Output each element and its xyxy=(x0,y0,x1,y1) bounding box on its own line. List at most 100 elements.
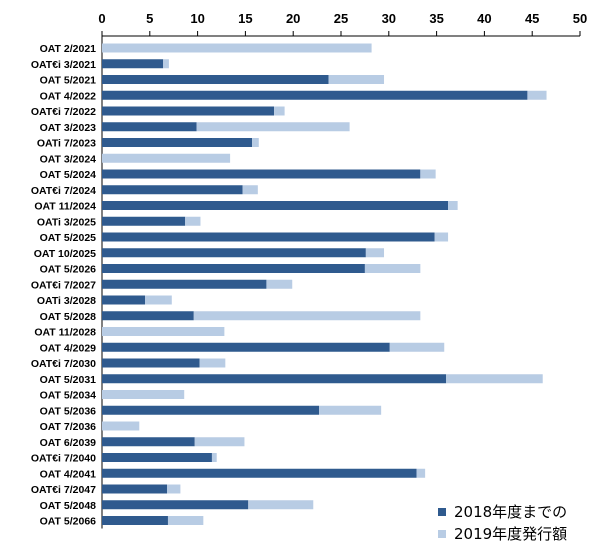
category-label: OAT 5/2066 xyxy=(40,516,97,528)
bar-segment-through-2018 xyxy=(102,311,194,321)
category-label: OATi 3/2028 xyxy=(37,295,96,307)
x-tick-label: 50 xyxy=(573,11,587,26)
bar-segment-issued-2019 xyxy=(446,374,543,384)
bar-segment-issued-2019 xyxy=(185,216,201,226)
bar-segment-through-2018 xyxy=(102,216,186,226)
bar-segment-issued-2019 xyxy=(319,405,382,415)
x-tick-label: 5 xyxy=(146,11,153,26)
category-label: OATi 7/2023 xyxy=(37,138,96,150)
bar-segment-through-2018 xyxy=(102,295,146,305)
bar-segment-issued-2019 xyxy=(167,516,204,525)
bar-segment-issued-2019 xyxy=(527,90,547,100)
bar-segment-issued-2019 xyxy=(389,342,445,352)
bar-segment-issued-2019 xyxy=(102,327,225,336)
category-label: OAT 2/2021 xyxy=(40,43,97,55)
bar-segment-through-2018 xyxy=(102,75,329,84)
legend-label: 2018年度までの xyxy=(454,503,567,521)
category-label: OAT 5/2024 xyxy=(40,169,97,181)
category-label: OAT 4/2041 xyxy=(40,468,97,480)
category-label: OAT 11/2028 xyxy=(34,327,96,339)
category-label: OAT 10/2025 xyxy=(34,248,96,260)
legend: 2018年度までの 2019年度発行額 xyxy=(438,503,567,543)
legend-label: 2019年度発行額 xyxy=(454,525,567,543)
x-axis: 0 5 10 15 20 25 30 35 40 45 50 xyxy=(98,11,587,37)
x-tick-label: 45 xyxy=(525,11,539,26)
legend-swatch xyxy=(438,508,446,516)
bar-segment-through-2018 xyxy=(102,437,195,447)
category-label: OAT 5/2021 xyxy=(40,75,97,87)
category-label: OAT 5/2025 xyxy=(40,232,97,244)
category-label: OAT 4/2022 xyxy=(40,90,97,102)
bar-segment-through-2018 xyxy=(102,358,200,368)
y-axis: OAT 2/2021 OAT€i 3/2021 OAT 5/2021 OAT 4/20… xyxy=(31,36,103,529)
bar-segment-through-2018 xyxy=(102,122,197,132)
x-tick-label: 25 xyxy=(334,11,348,26)
bars-group xyxy=(102,43,547,525)
bar-segment-issued-2019 xyxy=(248,500,314,510)
category-label: OAT 5/2048 xyxy=(40,500,97,512)
category-label: OAT 4/2029 xyxy=(40,342,97,354)
category-label: OAT 5/2026 xyxy=(40,264,97,276)
category-label: OAT 6/2039 xyxy=(40,437,97,449)
category-label: OAT 11/2024 xyxy=(34,201,96,213)
bar-segment-through-2018 xyxy=(102,90,528,100)
x-tick-label: 40 xyxy=(477,11,491,26)
bar-segment-through-2018 xyxy=(102,405,320,415)
bar-segment-issued-2019 xyxy=(102,390,185,399)
category-label: OAT 3/2024 xyxy=(40,153,97,165)
bar-segment-issued-2019 xyxy=(102,43,372,53)
bar-segment-through-2018 xyxy=(102,500,249,510)
category-label: OATi 3/2025 xyxy=(37,216,96,228)
bar-segment-issued-2019 xyxy=(252,138,259,147)
bar-segment-issued-2019 xyxy=(365,248,385,258)
bar-segment-issued-2019 xyxy=(266,279,293,289)
category-label: OAT€i 7/2027 xyxy=(31,279,96,291)
x-tick-label: 35 xyxy=(429,11,443,26)
bar-segment-issued-2019 xyxy=(196,122,350,132)
bar-segment-issued-2019 xyxy=(163,59,169,69)
x-tick-label: 15 xyxy=(238,11,252,26)
bar-segment-through-2018 xyxy=(102,59,164,69)
bar-segment-issued-2019 xyxy=(242,185,258,195)
bar-segment-issued-2019 xyxy=(102,153,231,163)
bar-segment-through-2018 xyxy=(102,185,243,195)
bar-segment-through-2018 xyxy=(102,169,421,179)
bar-segment-through-2018 xyxy=(102,374,447,384)
bar-segment-issued-2019 xyxy=(145,295,172,305)
bar-segment-through-2018 xyxy=(102,232,435,242)
category-label: OAT 5/2028 xyxy=(40,311,97,323)
bar-segment-through-2018 xyxy=(102,468,417,478)
bar-segment-through-2018 xyxy=(102,342,390,352)
bar-segment-issued-2019 xyxy=(194,437,245,447)
category-label: OAT€i 7/2022 xyxy=(31,106,96,118)
category-label: OAT 5/2034 xyxy=(40,390,97,402)
bar-segment-through-2018 xyxy=(102,264,365,273)
category-label: OAT€i 7/2024 xyxy=(31,185,96,197)
x-tick-label: 30 xyxy=(382,11,396,26)
category-label: OAT€i 3/2021 xyxy=(31,59,96,71)
bar-segment-issued-2019 xyxy=(328,75,385,84)
bar-segment-through-2018 xyxy=(102,516,168,525)
category-label: OAT 3/2023 xyxy=(40,122,97,134)
legend-swatch xyxy=(438,530,446,538)
bar-segment-issued-2019 xyxy=(199,358,226,368)
bar-segment-issued-2019 xyxy=(193,311,421,321)
bar-segment-through-2018 xyxy=(102,201,449,210)
x-tick-label: 10 xyxy=(190,11,204,26)
category-label: OAT€i 7/2030 xyxy=(31,358,96,370)
bar-segment-through-2018 xyxy=(102,248,366,258)
bar-segment-issued-2019 xyxy=(434,232,449,242)
bar-segment-issued-2019 xyxy=(102,421,140,431)
category-label: OAT€i 7/2047 xyxy=(31,484,96,496)
x-tick-label: 0 xyxy=(98,11,105,26)
bar-segment-through-2018 xyxy=(102,138,253,147)
bar-segment-issued-2019 xyxy=(448,201,458,210)
x-tick-label: 20 xyxy=(286,11,300,26)
bar-segment-issued-2019 xyxy=(416,468,426,478)
bar-segment-through-2018 xyxy=(102,453,212,462)
bar-segment-through-2018 xyxy=(102,106,275,116)
bar-segment-issued-2019 xyxy=(274,106,285,116)
bar-segment-issued-2019 xyxy=(211,453,217,462)
category-label: OAT 5/2031 xyxy=(40,374,97,386)
